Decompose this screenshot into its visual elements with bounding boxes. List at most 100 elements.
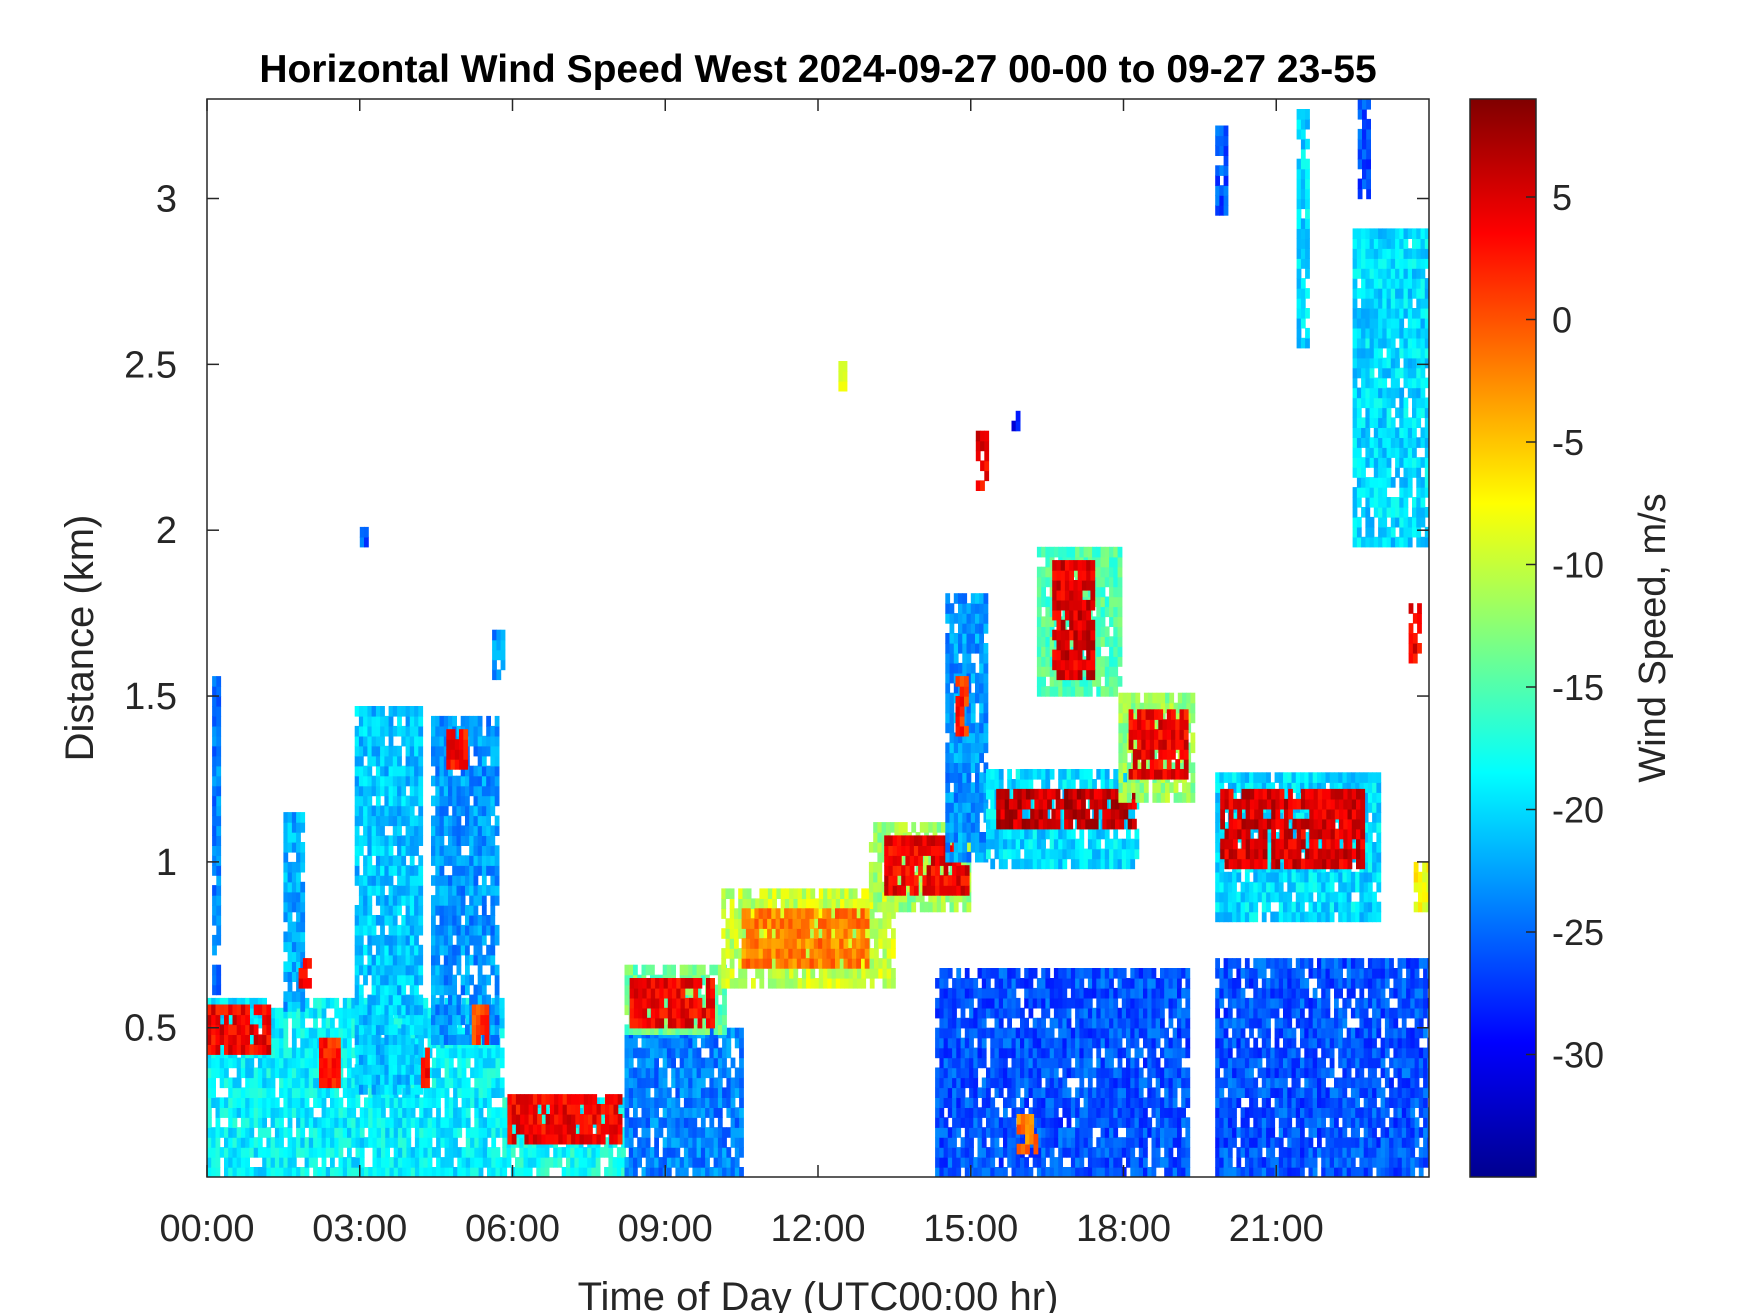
heatmap-cell-14 <box>650 1107 655 1118</box>
heatmap-cell-1 <box>236 1014 242 1026</box>
heatmap-cell-24 <box>1066 838 1072 850</box>
heatmap-cell-6 <box>388 815 394 827</box>
heatmap-cell-0 <box>325 1107 331 1118</box>
heatmap-cell-0 <box>381 1167 386 1177</box>
heatmap-cell-13 <box>507 1123 513 1135</box>
heatmap-cell-21 <box>983 782 989 793</box>
heatmap-cell-0 <box>283 1047 289 1059</box>
heatmap-cell-21 <box>970 662 976 674</box>
heatmap-cell-26 <box>1058 546 1063 558</box>
heatmap-cell-14 <box>700 1087 706 1098</box>
heatmap-cell-0 <box>461 1067 467 1079</box>
heatmap-cell-8 <box>477 964 483 976</box>
heatmap-cell-6 <box>388 805 394 817</box>
heatmap-cell-3 <box>300 851 306 863</box>
heatmap-cell-0 <box>270 1137 276 1148</box>
heatmap-cell-21 <box>966 732 972 744</box>
heatmap-cell-8 <box>452 1004 457 1016</box>
heatmap-cell-6 <box>418 1064 424 1075</box>
heatmap-cell-6 <box>405 706 411 717</box>
heatmap-cell-20 <box>930 855 936 866</box>
heatmap-cell-24 <box>1032 838 1038 850</box>
heatmap-cell-14 <box>671 1097 676 1108</box>
heatmap-cell-0 <box>257 1107 263 1118</box>
heatmap-cell-21 <box>962 752 968 763</box>
heatmap-cell-0 <box>266 1127 272 1138</box>
heatmap-cell-12 <box>608 1167 614 1177</box>
heatmap-cell-15 <box>662 1024 668 1035</box>
heatmap-cell-25 <box>1098 798 1103 810</box>
heatmap-cell-16 <box>650 997 656 1009</box>
heatmap-cell-20 <box>939 855 945 866</box>
heatmap-cell-0 <box>389 1107 395 1118</box>
heatmap-cell-8 <box>431 875 436 886</box>
heatmap-cell-6 <box>405 944 411 956</box>
heatmap-cell-8 <box>494 1034 500 1045</box>
heatmap-cell-23 <box>980 460 985 472</box>
heatmap-cell-17 <box>814 898 820 909</box>
heatmap-cell-13 <box>571 1114 576 1125</box>
heatmap-cell-6 <box>380 915 385 926</box>
heatmap-cell-0 <box>211 1057 216 1069</box>
heatmap-cell-18 <box>801 908 806 919</box>
heatmap-cell-8 <box>490 795 496 807</box>
heatmap-cell-6 <box>358 934 364 946</box>
heatmap-cell-8 <box>435 795 441 807</box>
heatmap-cell-6 <box>363 706 368 717</box>
heatmap-cell-0 <box>300 1097 306 1108</box>
heatmap-cell-6 <box>392 765 398 777</box>
heatmap-cell-0 <box>491 1077 497 1089</box>
heatmap-cell-0 <box>308 1027 314 1039</box>
heatmap-cell-17 <box>746 898 752 909</box>
heatmap-cell-0 <box>228 1117 233 1128</box>
heatmap-cell-24 <box>1015 858 1021 870</box>
heatmap-cell-5 <box>336 1077 341 1089</box>
heatmap-cell-0 <box>491 1087 497 1098</box>
heatmap-cell-0 <box>207 1127 212 1138</box>
heatmap-cell-6 <box>409 755 415 767</box>
heatmap-cell-6 <box>363 815 368 827</box>
heatmap-cell-18 <box>813 948 819 959</box>
heatmap-cell-0 <box>393 1117 399 1128</box>
heatmap-cell-6 <box>354 825 360 836</box>
heatmap-cell-6 <box>388 706 394 717</box>
heatmap-cell-15 <box>688 964 693 976</box>
heatmap-cell-13 <box>583 1104 589 1115</box>
heatmap-cell-16 <box>684 997 690 1009</box>
heatmap-cell-6 <box>418 825 424 836</box>
heatmap-cell-14 <box>645 1147 651 1158</box>
heatmap-cell-6 <box>392 934 398 946</box>
heatmap-cell-24 <box>1058 848 1063 860</box>
heatmap-cell-5 <box>323 1037 329 1049</box>
heatmap-cell-21 <box>945 712 951 724</box>
heatmap-cell-0 <box>436 1067 441 1079</box>
heatmap-cell-6 <box>418 1034 424 1045</box>
heatmap-cell-14 <box>671 1147 676 1158</box>
heatmap-cell-24 <box>1049 848 1055 860</box>
heatmap-cell-8 <box>473 785 479 797</box>
heatmap-cell-21 <box>953 822 959 833</box>
heatmap-cell-25 <box>1110 808 1116 820</box>
heatmap-cell-18 <box>864 938 870 949</box>
heatmap-cell-13 <box>562 1114 568 1125</box>
heatmap-cell-25 <box>1059 798 1065 810</box>
heatmap-cell-14 <box>654 1067 659 1079</box>
heatmap-cell-8 <box>494 964 500 976</box>
heatmap-cell-17 <box>759 898 765 909</box>
heatmap-cell-3 <box>300 822 306 833</box>
heatmap-cell-16 <box>706 1007 711 1019</box>
heatmap-cell-6 <box>371 974 377 986</box>
heatmap-cell-21 <box>962 842 968 853</box>
heatmap-cell-24 <box>1007 838 1012 850</box>
heatmap-cell-11 <box>496 629 502 641</box>
heatmap-cell-13 <box>566 1114 572 1125</box>
heatmap-cell-14 <box>645 1037 651 1049</box>
heatmap-cell-17 <box>861 968 867 979</box>
heatmap-cell-0 <box>347 1147 352 1158</box>
heatmap-cell-5 <box>323 1067 329 1079</box>
heatmap-cell-0 <box>487 1057 492 1069</box>
heatmap-cell-21 <box>975 782 980 793</box>
heatmap-cell-2 <box>212 725 217 737</box>
heatmap-cell-0 <box>325 1167 331 1177</box>
heatmap-cell-14 <box>637 1057 642 1069</box>
